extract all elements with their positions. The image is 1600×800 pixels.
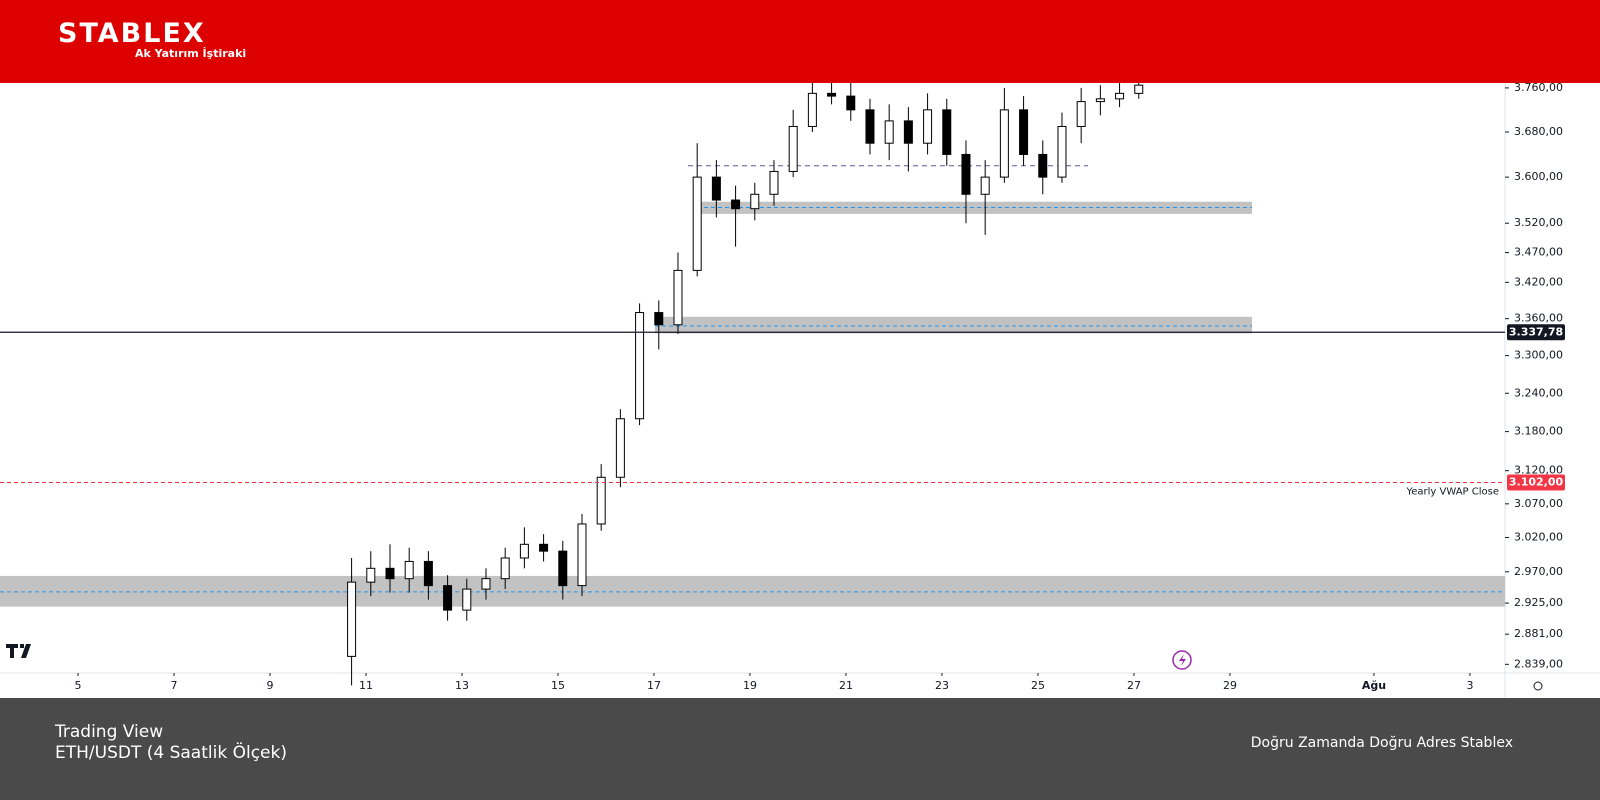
event-icon [1179, 654, 1186, 666]
chart: Yearly VWAP Close 3.760,00 3.680,00 3.600,0… [0, 79, 1600, 698]
candle-body [462, 588, 472, 611]
candle-body [923, 109, 933, 144]
candle-body [481, 578, 491, 590]
x-tick-label: 11 [359, 679, 373, 692]
price-box-label: 3.337,78 [1509, 325, 1563, 338]
y-tick-label: 3.180,00 [1514, 425, 1563, 438]
candle-body [1134, 84, 1144, 94]
candle-body [999, 109, 1009, 178]
candle-body [385, 567, 395, 580]
candle-body [788, 125, 798, 172]
x-tick-label: 23 [935, 679, 949, 692]
candle-body [1115, 92, 1125, 100]
logo-subtitle: Ak Yatırım İştiraki [135, 47, 247, 60]
source: Trading View [55, 722, 164, 742]
settings-icon[interactable] [1533, 681, 1543, 691]
header: STABLEX Ak Yatırım İştiraki [0, 0, 1600, 83]
candle-body [654, 312, 664, 326]
y-tick-label: 3.760,00 [1514, 81, 1563, 94]
y-tick-label: 2.970,00 [1514, 565, 1563, 578]
x-tick-label: 29 [1223, 679, 1237, 692]
price-box [1507, 474, 1565, 491]
x-tick-label: 17 [647, 679, 661, 692]
candle-body [980, 176, 990, 195]
y-tick-label: 3.020,00 [1514, 531, 1563, 544]
candle-body [577, 523, 587, 587]
vwap-name: Yearly VWAP Close [1405, 487, 1499, 498]
y-tick-label: 3.420,00 [1514, 275, 1563, 288]
y-tick-label: 3.680,00 [1514, 125, 1563, 138]
y-tick-label: 2.881,00 [1514, 627, 1563, 640]
y-tick-label: 3.120,00 [1514, 464, 1563, 477]
candle-body [865, 109, 875, 144]
candle-body [615, 418, 625, 478]
x-tick-label: Ağu [1362, 679, 1386, 692]
candle-body [366, 567, 376, 583]
y-tick-label: 3.470,00 [1514, 246, 1563, 259]
candle-body [1019, 109, 1029, 155]
y-tick-label: 2.839,00 [1514, 657, 1563, 670]
y-tick-label: 3.520,00 [1514, 216, 1563, 229]
candle-body [1095, 98, 1105, 103]
x-tick-label: 5 [74, 679, 81, 692]
y-tick-label: 2.925,00 [1514, 596, 1563, 609]
candle-body [942, 109, 952, 155]
slogan: Doğru Zamanda Doğru Adres Stablex [1250, 735, 1513, 751]
candle-body [347, 581, 357, 657]
candle-body [711, 176, 721, 201]
x-tick-label: 19 [743, 679, 757, 692]
instrument: ETH/USDT (4 Saatlik Ölçek) [55, 743, 287, 763]
y-tick-label: 3.240,00 [1514, 386, 1563, 399]
x-tick-label: 7 [170, 679, 177, 692]
candle-body [500, 557, 510, 580]
candle-body [1038, 153, 1048, 178]
candle-body [673, 269, 683, 326]
logo: STABLEX [58, 18, 206, 49]
tv-logo [6, 644, 31, 658]
x-tick-label: 25 [1031, 679, 1045, 692]
candle-body [884, 120, 894, 144]
candle-body [769, 170, 779, 195]
x-tick-label: 15 [551, 679, 565, 692]
candle-body [827, 92, 837, 97]
x-tick-label: 3 [1466, 679, 1473, 692]
candle-body [1057, 125, 1067, 178]
zone [655, 316, 1252, 334]
zone [697, 201, 1252, 214]
candle-body [443, 585, 453, 611]
candle-body [558, 550, 568, 587]
price-box-label: 3.102,00 [1509, 476, 1564, 489]
event-icon[interactable] [1172, 650, 1192, 670]
footer: Trading View ETH/USDT (4 Saatlik Ölçek) … [0, 698, 1600, 800]
candle-body [692, 176, 702, 271]
y-tick-label: 3.070,00 [1514, 497, 1563, 510]
x-tick-label: 27 [1127, 679, 1141, 692]
zone [0, 575, 1505, 607]
candle-body [750, 193, 760, 210]
candle-body [519, 543, 529, 559]
candle-body [807, 92, 817, 127]
candle-body [1076, 101, 1086, 127]
y-tick-label: 3.360,00 [1514, 312, 1563, 325]
y-tick-label: 3.600,00 [1514, 170, 1563, 183]
x-tick-label: 21 [839, 679, 853, 692]
candle-body [596, 476, 606, 525]
x-tick-label: 13 [455, 679, 469, 692]
price-box [1507, 324, 1565, 341]
candle-body [539, 543, 549, 552]
candle-body [846, 95, 856, 111]
x-tick-label: 9 [266, 679, 273, 692]
y-tick-label: 3.300,00 [1514, 349, 1563, 362]
candle-body [731, 199, 741, 210]
candle-body [635, 312, 645, 420]
candle-body [903, 120, 913, 144]
candle-body [423, 560, 433, 587]
candle-body [404, 560, 414, 580]
candle-body [961, 153, 971, 195]
